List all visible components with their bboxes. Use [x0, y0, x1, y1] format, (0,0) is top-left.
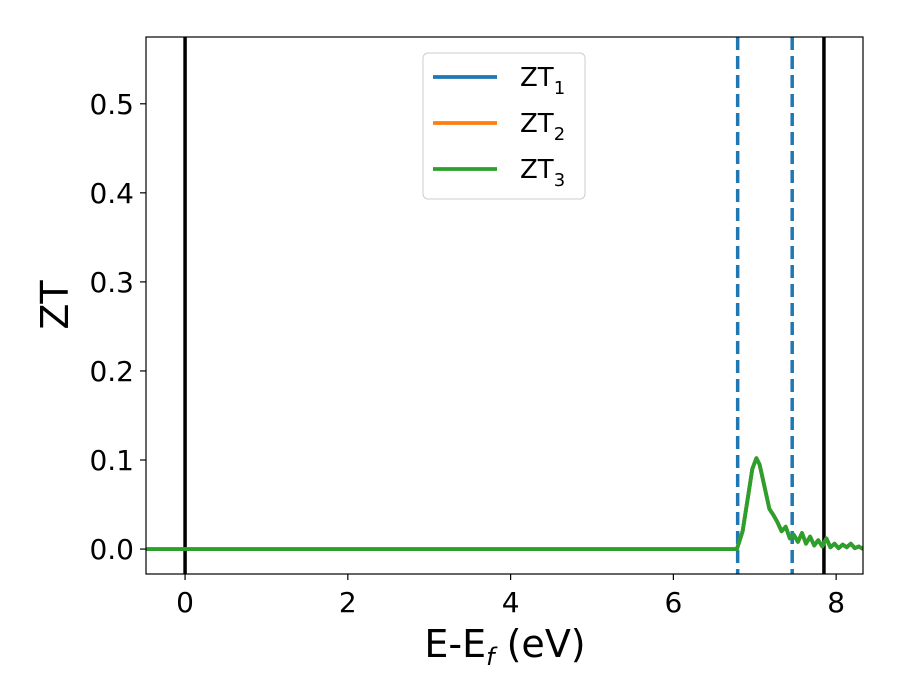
x-axis-label-main: E-E: [424, 622, 486, 666]
reference-lines: [183, 37, 826, 574]
y-tick-label: 0.0: [89, 533, 134, 566]
plot-frame: [145, 36, 864, 575]
y-tick-label: 0.5: [89, 88, 134, 121]
series-line-1: [146, 456, 863, 551]
y-tick-label: 0.1: [89, 444, 134, 477]
x-axis-label-tail: (eV): [495, 622, 586, 666]
y-tick-label: 0.4: [89, 177, 134, 210]
x-axis-label: E-Ef (eV): [424, 622, 585, 671]
y-tick-label: 0.3: [89, 266, 134, 299]
legend-label-3: ZT3: [520, 155, 565, 191]
x-tick-label: 8: [827, 586, 845, 619]
x-tick-label: 4: [502, 586, 520, 619]
y-tick-label: 0.2: [89, 355, 134, 388]
x-tick-label: 0: [176, 586, 194, 619]
series-line-3: [146, 456, 863, 551]
legend: ZT1 ZT2 ZT3: [422, 52, 586, 200]
legend-box: [422, 52, 586, 200]
x-tick-label: 6: [664, 586, 682, 619]
y-axis-label: ZT: [33, 280, 77, 330]
x-axis-ticks: 0 2 4 6 8: [176, 574, 845, 619]
series-lines: [146, 456, 863, 551]
y-axis-ticks: 0.0 0.1 0.2 0.3 0.4 0.5: [89, 88, 146, 566]
x-tick-label: 2: [339, 586, 357, 619]
legend-label-2: ZT2: [520, 109, 565, 145]
legend-label-1: ZT1: [520, 63, 565, 99]
series-line-2: [146, 456, 863, 551]
